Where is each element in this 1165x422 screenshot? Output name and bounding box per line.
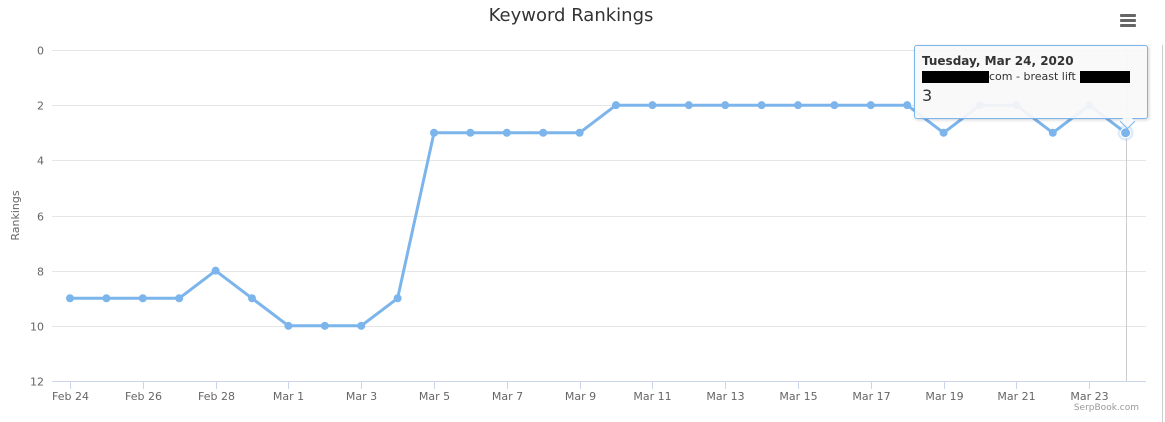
- data-point: [66, 294, 74, 303]
- data-point: [357, 321, 366, 330]
- y-tick-label: 8: [37, 266, 44, 279]
- x-tick-label: Feb 28: [198, 390, 235, 403]
- data-point: [430, 128, 438, 137]
- data-point: [1048, 128, 1057, 137]
- x-tick-label: Mar 13: [706, 390, 744, 403]
- data-point-hovered: [1120, 127, 1132, 139]
- x-tick-label: Mar 19: [925, 390, 963, 403]
- y-tick-label: 12: [30, 376, 44, 389]
- x-tick-label: Mar 9: [565, 390, 596, 403]
- data-point: [284, 321, 293, 330]
- data-point: [939, 128, 948, 137]
- x-tick-label: Mar 3: [346, 390, 377, 403]
- data-point: [175, 294, 184, 303]
- redaction-bar: [1079, 71, 1130, 83]
- data-point: [830, 101, 839, 110]
- chart-tooltip: Tuesday, Mar 24, 2020 com - breast lift …: [914, 45, 1148, 130]
- y-tick-label: 2: [37, 100, 44, 113]
- hamburger-menu-icon: [1120, 14, 1136, 17]
- y-tick-label: 0: [37, 45, 44, 58]
- y-tick-label: 4: [37, 155, 44, 168]
- data-point: [320, 321, 329, 330]
- x-tick-label: Mar 7: [492, 390, 523, 403]
- chart-right-border: [1162, 45, 1163, 422]
- x-tick-label: Mar 11: [633, 390, 671, 403]
- data-point: [866, 101, 875, 110]
- data-point: [248, 294, 256, 303]
- data-point: [211, 266, 220, 275]
- data-point: [502, 128, 511, 137]
- x-tick-label: Mar 21: [997, 390, 1035, 403]
- data-point: [393, 294, 402, 303]
- x-tick-label: Feb 26: [125, 390, 162, 403]
- data-point: [757, 101, 766, 110]
- y-tick-label: 6: [37, 211, 44, 224]
- data-point: [539, 128, 548, 137]
- data-point: [794, 101, 802, 110]
- data-point: [138, 294, 147, 303]
- x-tick-label: Mar 17: [852, 390, 890, 403]
- data-point: [648, 101, 657, 110]
- tooltip-series: com - breast lift: [922, 70, 1130, 83]
- data-point: [612, 101, 620, 110]
- series-line: [68, 103, 1128, 328]
- data-point: [466, 128, 475, 137]
- redaction-bar: [922, 71, 989, 83]
- chart-menu-button[interactable]: [1116, 10, 1140, 30]
- hamburger-menu-icon-bar: [1120, 24, 1136, 27]
- y-tick-label: 10: [30, 321, 44, 334]
- tooltip-value: 3: [922, 86, 933, 105]
- y-axis-title: Rankings: [9, 190, 22, 240]
- chart-title: Keyword Rankings: [488, 5, 654, 26]
- data-point: [684, 101, 693, 110]
- tooltip-series-text: com - breast lift: [989, 70, 1076, 83]
- data-point: [721, 101, 730, 110]
- x-tick-label: Mar 1: [273, 390, 304, 403]
- x-tick-label: Mar 5: [419, 390, 450, 403]
- data-point: [575, 128, 584, 137]
- data-point: [903, 101, 912, 110]
- tooltip-date: Tuesday, Mar 24, 2020: [922, 54, 1074, 68]
- x-tick-label: Mar 15: [779, 390, 817, 403]
- hamburger-menu-icon-bar: [1120, 19, 1136, 22]
- data-point: [102, 294, 111, 303]
- x-tick-label: Mar 23: [1070, 390, 1108, 403]
- chart-credits[interactable]: SerpBook.com: [1073, 403, 1139, 413]
- x-tick-label: Feb 24: [52, 390, 89, 403]
